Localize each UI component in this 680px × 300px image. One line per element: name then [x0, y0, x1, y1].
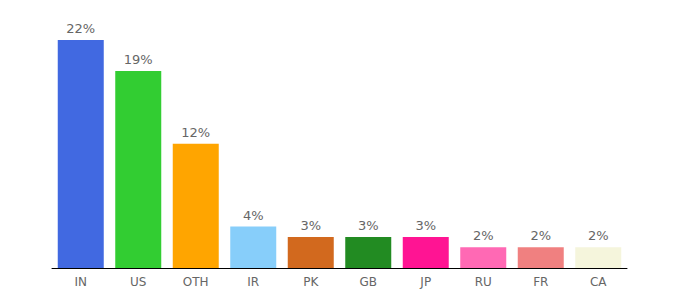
svg-text:2%: 2% — [530, 228, 551, 243]
svg-text:12%: 12% — [181, 125, 210, 140]
svg-text:19%: 19% — [124, 52, 153, 67]
svg-text:2%: 2% — [588, 228, 609, 243]
svg-text:PK: PK — [303, 275, 319, 289]
svg-text:2%: 2% — [473, 228, 494, 243]
svg-text:3%: 3% — [300, 218, 321, 233]
svg-text:3%: 3% — [415, 218, 436, 233]
svg-text:JP: JP — [419, 275, 431, 289]
svg-text:4%: 4% — [243, 208, 264, 223]
svg-text:IR: IR — [247, 275, 259, 289]
svg-text:RU: RU — [475, 275, 492, 289]
svg-text:IN: IN — [74, 275, 87, 289]
svg-text:22%: 22% — [66, 21, 95, 36]
svg-text:3%: 3% — [358, 218, 379, 233]
svg-text:FR: FR — [533, 275, 548, 289]
svg-text:US: US — [130, 275, 146, 289]
svg-text:CA: CA — [590, 275, 607, 289]
svg-text:GB: GB — [359, 275, 377, 289]
svg-text:OTH: OTH — [183, 275, 209, 289]
